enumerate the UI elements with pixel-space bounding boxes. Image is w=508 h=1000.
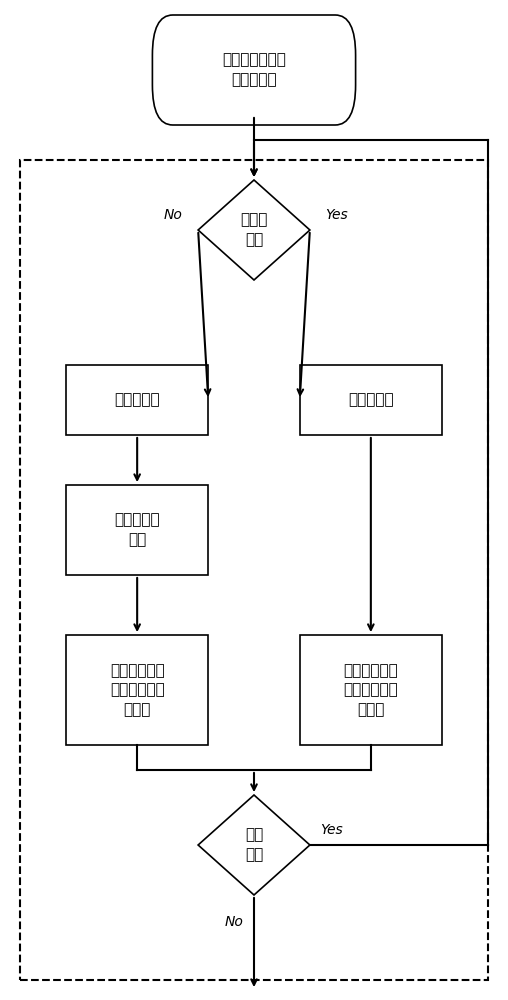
Text: 局部除以骑行
波局部极值的
绝对值: 局部除以骑行 波局部极值的 绝对值 bbox=[343, 663, 398, 717]
FancyBboxPatch shape bbox=[300, 365, 442, 435]
FancyBboxPatch shape bbox=[300, 635, 442, 745]
Text: 骑行波翻转: 骑行波翻转 bbox=[348, 392, 394, 408]
Polygon shape bbox=[198, 180, 310, 280]
Polygon shape bbox=[198, 795, 310, 895]
FancyBboxPatch shape bbox=[152, 15, 356, 125]
Text: 骑行波翻转: 骑行波翻转 bbox=[114, 392, 160, 408]
Text: 含有骑行波的经
验调频分量: 含有骑行波的经 验调频分量 bbox=[222, 53, 286, 87]
FancyBboxPatch shape bbox=[66, 365, 208, 435]
Text: Yes: Yes bbox=[325, 208, 348, 222]
Text: 局部除以抛物
线局部极值的
绝对值: 局部除以抛物 线局部极值的 绝对值 bbox=[110, 663, 165, 717]
Text: 有骑
行波: 有骑 行波 bbox=[245, 828, 263, 862]
Text: Yes: Yes bbox=[320, 823, 343, 837]
Text: 孤立骑
行波: 孤立骑 行波 bbox=[240, 213, 268, 247]
Text: No: No bbox=[224, 915, 243, 929]
Text: 抛物线拟合
母波: 抛物线拟合 母波 bbox=[114, 513, 160, 547]
Text: No: No bbox=[164, 208, 183, 222]
FancyBboxPatch shape bbox=[66, 635, 208, 745]
FancyBboxPatch shape bbox=[66, 485, 208, 575]
